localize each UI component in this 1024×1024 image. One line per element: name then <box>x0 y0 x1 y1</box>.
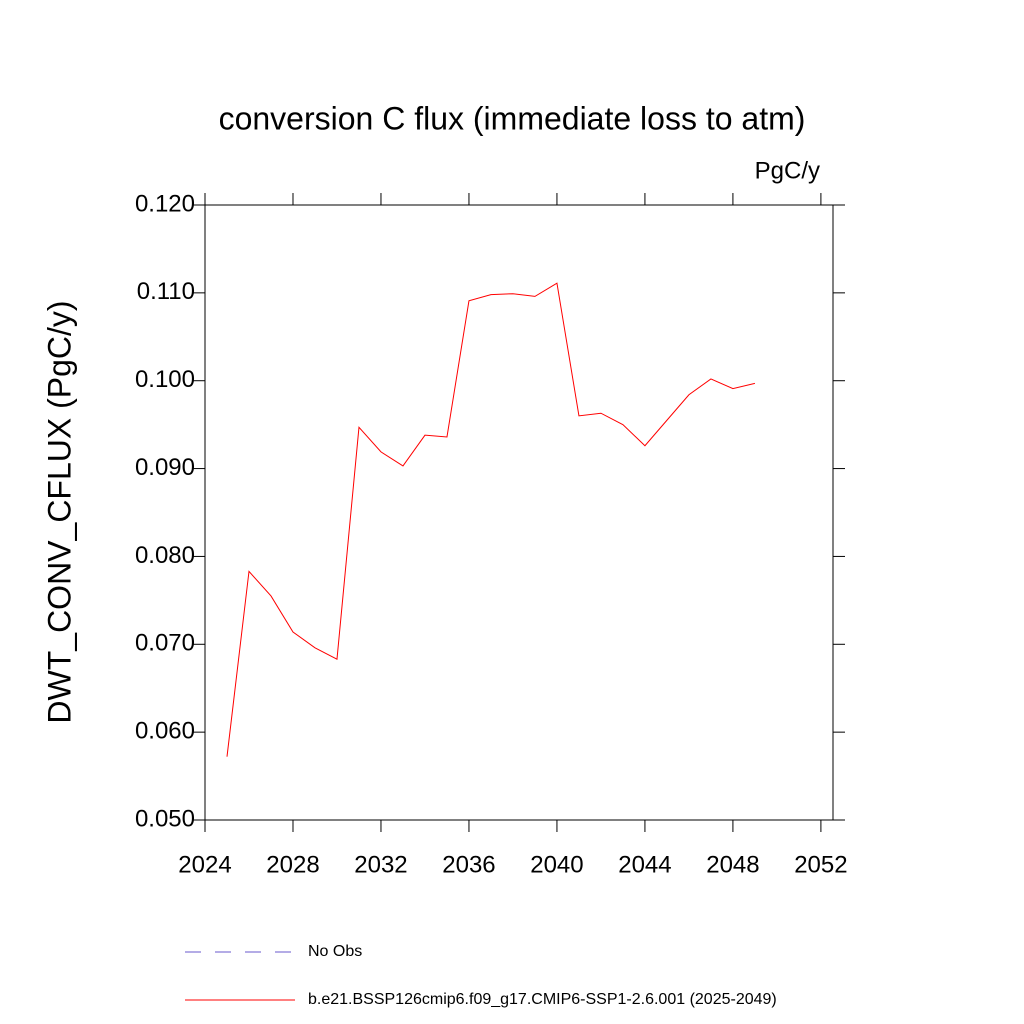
x-tick-label: 2028 <box>266 851 319 878</box>
x-tick-label: 2036 <box>442 851 495 878</box>
y-tick-label: 0.070 <box>135 630 195 657</box>
y-tick-label: 0.050 <box>135 805 195 832</box>
y-tick-label: 0.110 <box>137 278 195 305</box>
y-tick-label: 0.080 <box>135 542 195 569</box>
chart-title: conversion C flux (immediate loss to atm… <box>219 100 806 136</box>
chart-subtitle: PgC/y <box>755 157 820 184</box>
legend-label: No Obs <box>308 943 362 960</box>
y-axis-label: DWT_CONV_CFLUX (PgC/y) <box>41 300 77 723</box>
x-tick-label: 2040 <box>530 851 583 878</box>
x-tick-label: 2032 <box>354 851 407 878</box>
y-tick-label: 0.120 <box>135 190 195 217</box>
y-tick-label: 0.100 <box>135 366 195 393</box>
x-tick-label: 2048 <box>706 851 759 878</box>
legend-label: b.e21.BSSP126cmip6.f09_g17.CMIP6-SSP1-2.… <box>308 991 777 1008</box>
y-tick-label: 0.060 <box>135 717 195 744</box>
plot-frame <box>204 204 834 821</box>
series-line <box>226 282 756 757</box>
x-tick-label: 2044 <box>618 851 671 878</box>
x-tick-label: 2052 <box>794 851 847 878</box>
x-tick-label: 2024 <box>178 851 231 878</box>
y-tick-label: 0.090 <box>135 454 195 481</box>
